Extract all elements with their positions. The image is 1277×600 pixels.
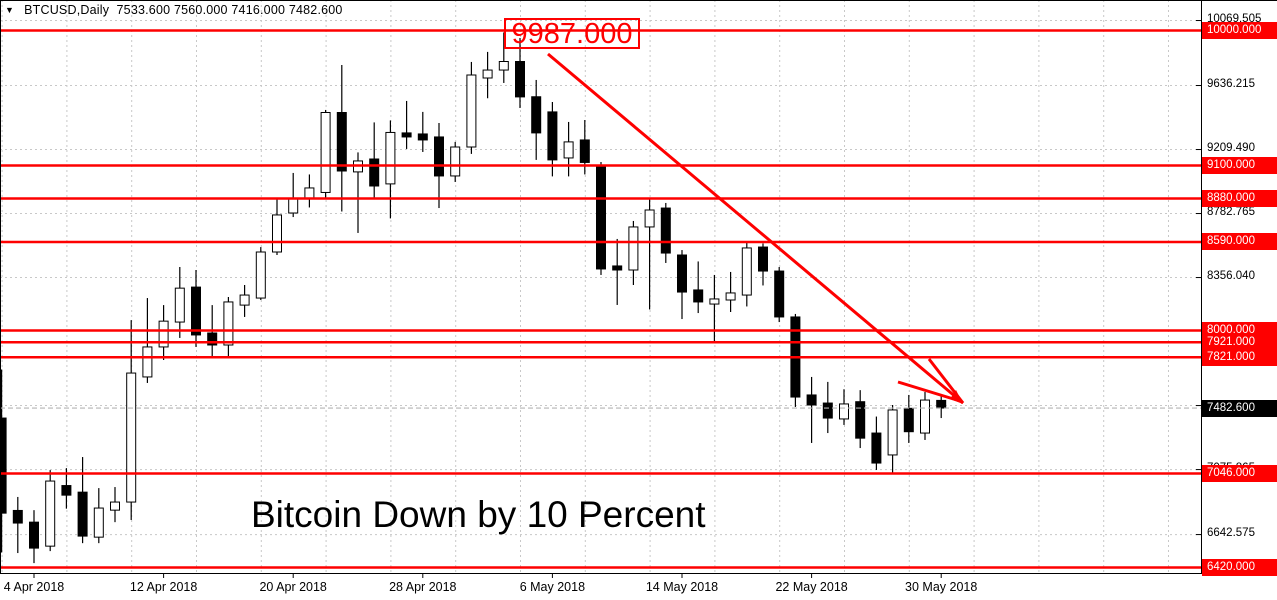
candle-2018-04-25 <box>369 158 380 187</box>
candle-2018-05-09 <box>596 166 606 270</box>
candle-2018-04-18 <box>255 251 266 299</box>
trendline-arrowhead[interactable] <box>950 390 963 404</box>
level-price-badge: 10000.000 <box>1202 21 1277 39</box>
candle-2018-04-06 <box>61 485 72 496</box>
candle-2018-04-11 <box>142 346 153 378</box>
candle-2018-04-26 <box>385 131 396 185</box>
price-axis-label: 6642.575 <box>1207 527 1255 540</box>
candle-2018-05-13 <box>660 207 671 254</box>
candle-2018-04-03 <box>12 509 23 524</box>
level-price-badge: 7921.000 <box>1202 333 1277 351</box>
candle-2018-04-19 <box>272 214 282 253</box>
candle-2018-05-03 <box>498 61 509 71</box>
price-axis-label: 8356.040 <box>1207 270 1255 283</box>
time-axis-label: 22 May 2018 <box>775 580 848 594</box>
candle-2018-04-16 <box>223 301 234 346</box>
time-axis-label: 4 Apr 2018 <box>3 580 65 594</box>
candle-2018-04-20 <box>288 197 299 214</box>
candle-2018-05-02 <box>482 69 493 79</box>
candle-2018-04-22 <box>320 112 331 193</box>
candle-2018-04-27 <box>401 132 412 138</box>
time-axis-label: 14 May 2018 <box>645 580 719 594</box>
candle-2018-04-04 <box>29 521 39 549</box>
candle-2018-05-19 <box>758 246 768 272</box>
candle-2018-05-27 <box>887 409 898 456</box>
price-axis-label: 9209.490 <box>1207 142 1255 155</box>
candle-2018-05-25 <box>855 401 866 439</box>
level-price-badge: 6420.000 <box>1202 558 1277 576</box>
level-price-badge: 9100.000 <box>1202 156 1277 174</box>
candle-2018-04-12 <box>158 320 169 348</box>
time-axis-label: 6 May 2018 <box>519 580 586 594</box>
candle-2018-05-08 <box>579 139 590 163</box>
candle-2018-05-23 <box>822 402 833 419</box>
candle-2018-04-07 <box>77 491 88 537</box>
candle-2018-05-05 <box>531 96 542 134</box>
trendline[interactable] <box>547 52 964 405</box>
candle-2018-05-26 <box>871 432 882 464</box>
candle-2018-04-05 <box>45 480 56 547</box>
ohlc-close: 7482.600 <box>288 3 343 17</box>
ohlc-low: 7416.000 <box>231 3 286 17</box>
level-price-badge: 8880.000 <box>1202 189 1277 207</box>
candle-2018-04-17 <box>239 294 250 306</box>
trendline[interactable] <box>897 380 961 403</box>
candle-2018-05-18 <box>741 247 752 296</box>
chart-title: ▼ BTCUSD,Daily 7533.600 7560.000 7416.000… <box>5 3 343 17</box>
ohlc-high: 7560.000 <box>173 3 228 17</box>
candle-2018-04-10 <box>126 372 137 503</box>
price-axis-label: 9636.215 <box>1207 78 1255 91</box>
level-price-badge: 7046.000 <box>1202 465 1277 483</box>
candle-2018-05-04 <box>515 61 525 98</box>
candle-2018-04-15 <box>207 332 218 346</box>
peak-price-annotation[interactable]: 9987.000 <box>504 18 640 49</box>
candle-2018-05-17 <box>725 292 736 301</box>
candle-2018-05-20 <box>774 270 785 318</box>
candle-2018-05-12 <box>644 209 655 228</box>
current-price-badge: 7482.600 <box>1202 399 1277 417</box>
candle-2018-05-06 <box>547 111 558 161</box>
time-axis-label: 12 Apr 2018 <box>129 580 198 594</box>
candle-2018-04-09 <box>110 501 120 511</box>
candle-2018-04-02 <box>0 417 7 514</box>
candle-2018-05-24 <box>839 403 849 420</box>
candle-2018-05-01 <box>466 74 477 148</box>
candle-2018-04-14 <box>191 286 201 336</box>
candle-2018-04-30 <box>450 146 461 177</box>
down-triangle-icon[interactable]: ▼ <box>5 5 15 15</box>
time-axis-label: 28 Apr 2018 <box>389 580 457 594</box>
candle-2018-05-07 <box>563 141 574 159</box>
candle-2018-05-15 <box>693 289 704 303</box>
time-axis-label: 30 May 2018 <box>905 580 978 594</box>
level-price-badge: 8590.000 <box>1202 233 1277 251</box>
candle-2018-05-10 <box>612 265 623 271</box>
level-price-badge: 7821.000 <box>1202 348 1277 366</box>
candle-2018-05-30 <box>936 399 947 409</box>
symbol-period-label: BTCUSD,Daily <box>24 3 110 17</box>
candle-2018-05-14 <box>677 254 687 293</box>
candle-2018-04-28 <box>417 133 428 141</box>
candle-2018-05-11 <box>628 226 639 271</box>
candle-2018-05-29 <box>920 399 930 434</box>
candle-2018-04-29 <box>434 136 444 177</box>
candle-2018-04-23 <box>336 112 347 172</box>
candle-2018-05-22 <box>806 394 817 406</box>
candle-2018-04-08 <box>93 507 104 538</box>
candle-2018-04-13 <box>174 287 185 323</box>
chart-caption-text[interactable]: Bitcoin Down by 10 Percent <box>251 494 706 535</box>
time-axis-label: 20 Apr 2018 <box>259 580 327 594</box>
candle-2018-05-16 <box>709 298 720 305</box>
ohlc-open: 7533.600 <box>116 3 171 17</box>
price-axis-label: 8782.765 <box>1207 206 1255 219</box>
candle-2018-04-21 <box>304 187 315 199</box>
candle-2018-05-28 <box>903 407 914 433</box>
